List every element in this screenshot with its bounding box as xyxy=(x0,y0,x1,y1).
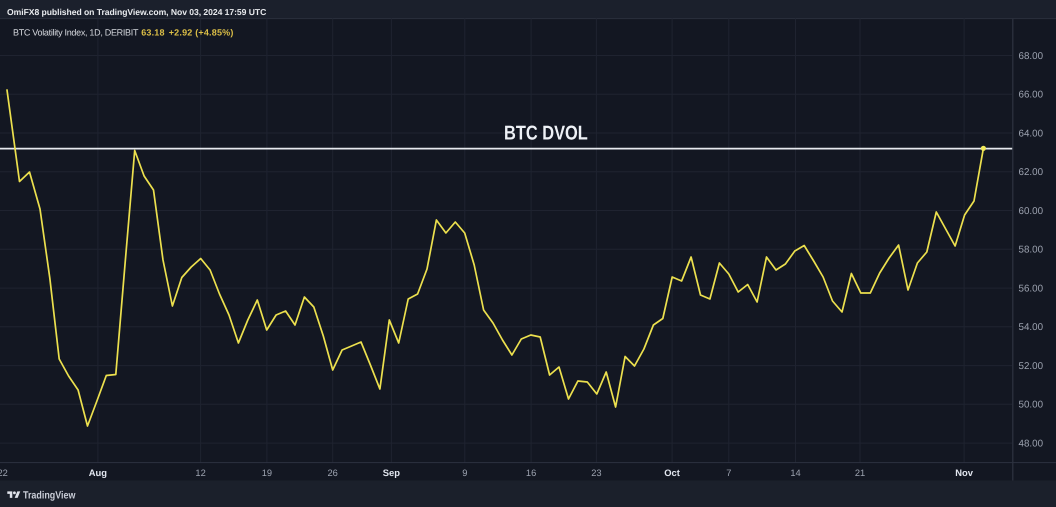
svg-text:60.00: 60.00 xyxy=(1019,206,1044,217)
svg-text:62.00: 62.00 xyxy=(1019,167,1044,178)
svg-text:Sep: Sep xyxy=(383,467,400,478)
svg-text:21: 21 xyxy=(855,468,865,478)
svg-text:9: 9 xyxy=(462,468,467,478)
svg-text:14: 14 xyxy=(790,468,800,478)
svg-text:54.00: 54.00 xyxy=(1019,322,1044,333)
svg-text:22: 22 xyxy=(0,468,8,478)
svg-text:50.00: 50.00 xyxy=(1019,400,1044,411)
svg-text:OmiFX8 published on TradingVie: OmiFX8 published on TradingView.com, Nov… xyxy=(7,7,266,17)
svg-text:TradingView: TradingView xyxy=(23,489,76,501)
svg-text:Aug: Aug xyxy=(89,467,107,478)
svg-text:66.00: 66.00 xyxy=(1019,90,1044,101)
svg-text:56.00: 56.00 xyxy=(1019,283,1044,294)
svg-text:68.00: 68.00 xyxy=(1019,51,1044,62)
svg-text:26: 26 xyxy=(328,468,338,478)
svg-text:16: 16 xyxy=(526,468,536,478)
svg-text:12: 12 xyxy=(195,468,205,478)
svg-text:48.00: 48.00 xyxy=(1019,438,1044,449)
svg-text:58.00: 58.00 xyxy=(1019,245,1044,256)
svg-text:23: 23 xyxy=(591,468,601,478)
svg-text:Oct: Oct xyxy=(664,467,680,478)
svg-text:19: 19 xyxy=(262,468,272,478)
svg-text:7: 7 xyxy=(726,468,731,478)
svg-text:BTC Volatility Index, 1D, DERI: BTC Volatility Index, 1D, DERIBIT 63.18 +… xyxy=(13,27,234,37)
svg-text:52.00: 52.00 xyxy=(1019,361,1044,372)
svg-text:BTC DVOL: BTC DVOL xyxy=(504,123,588,145)
svg-text:64.00: 64.00 xyxy=(1019,128,1044,139)
svg-text:Nov: Nov xyxy=(955,467,973,478)
